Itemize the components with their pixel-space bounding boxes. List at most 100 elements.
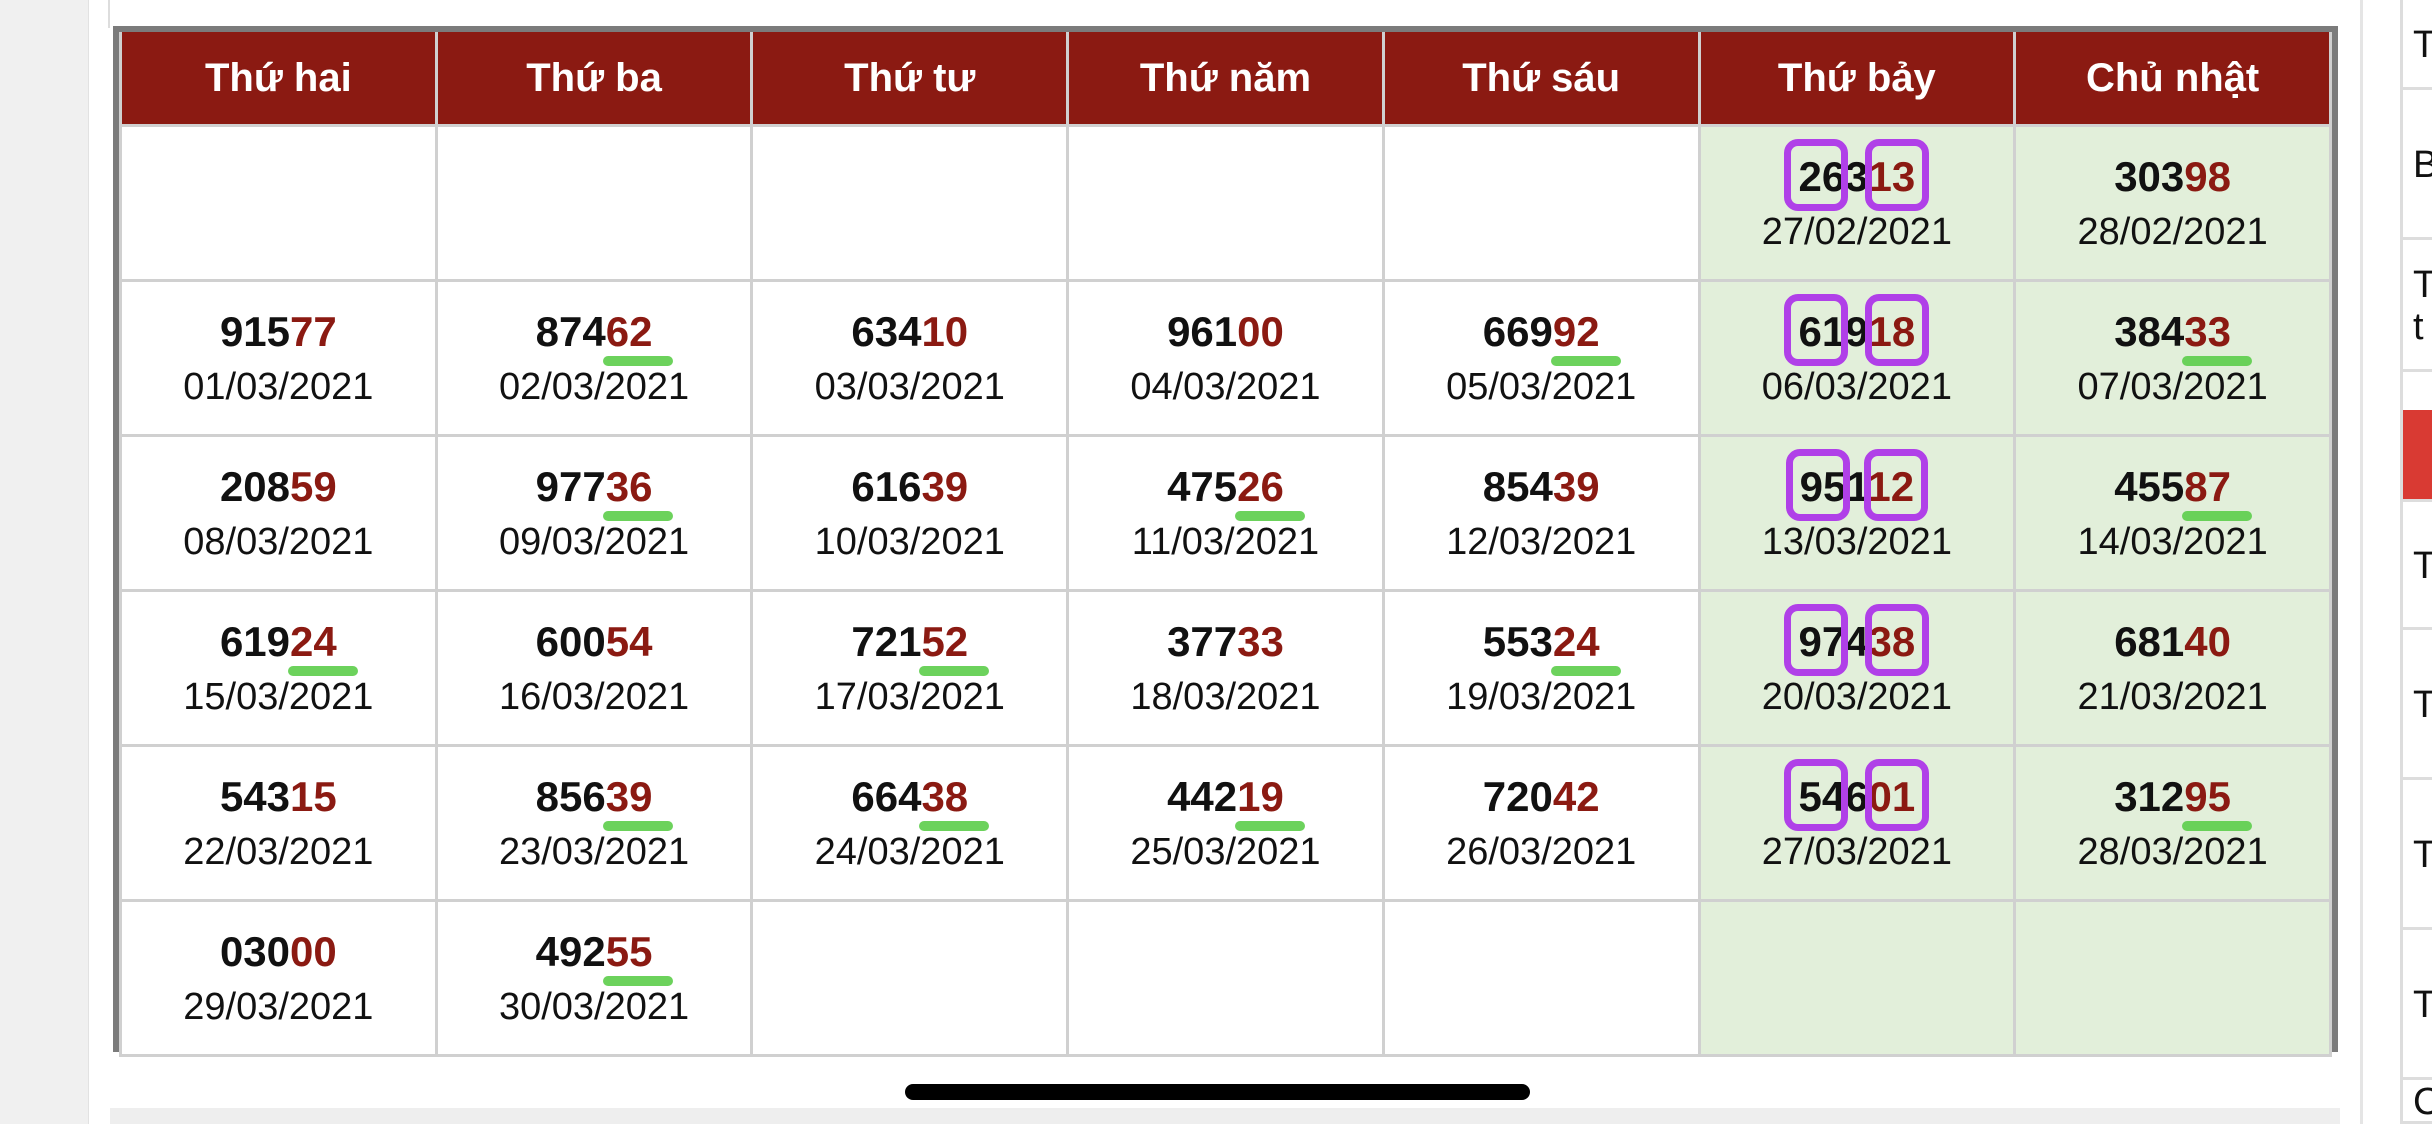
result-cell: 54601 27/03/2021	[1697, 744, 2017, 902]
scrollbar-track[interactable]	[2360, 0, 2363, 1124]
result-cell: 54315 22/03/2021	[119, 744, 438, 902]
number-head: 553	[1482, 617, 1553, 665]
result-date: 02/03/2021	[498, 365, 690, 408]
result-cell: 03000 29/03/2021	[119, 899, 438, 1057]
number-head: 634	[851, 307, 922, 355]
result-number: 47526	[1167, 462, 1305, 521]
number-head: 208	[219, 462, 291, 510]
result-cell: 91577 01/03/2021	[119, 279, 438, 437]
sidebar-item[interactable]: T	[2403, 930, 2432, 1080]
number-head: 681	[2114, 617, 2185, 665]
empty-cell	[1066, 899, 1385, 1057]
result-date: 27/02/2021	[1761, 210, 1952, 253]
number-head: 384	[2114, 307, 2185, 355]
sidebar-item[interactable]: T	[2403, 630, 2432, 780]
purple-circle-mark	[1784, 293, 1849, 366]
result-number: 66992	[1482, 307, 1621, 366]
result-number: 95112	[1785, 448, 1929, 521]
green-highlight-mark	[603, 820, 674, 831]
number-last-two-digits: 98	[2184, 152, 2231, 200]
result-date: 08/03/2021	[183, 520, 374, 563]
result-date: 09/03/2021	[498, 520, 690, 563]
result-cell: 72042 26/03/2021	[1381, 744, 1701, 902]
purple-circle-mark	[1865, 603, 1930, 676]
green-highlight-mark	[1550, 665, 1621, 676]
result-number: 30398	[2114, 153, 2231, 201]
result-cell: 85639 23/03/2021	[434, 744, 754, 902]
sidebar-item[interactable]: C	[2403, 1080, 2432, 1124]
green-highlight-mark	[287, 665, 358, 676]
number-head: 543	[219, 772, 291, 820]
week-row: 54315 22/03/2021 85639 23/03/2021 66438 24/03…	[119, 744, 2332, 902]
number-last-two-digits: 38	[921, 772, 969, 820]
number-head: 977	[535, 462, 606, 510]
result-number: 85639	[536, 773, 674, 831]
result-date: 16/03/2021	[498, 675, 690, 718]
purple-circle-mark	[1865, 293, 1930, 366]
number-head: 030	[219, 927, 291, 975]
result-number: 87462	[536, 307, 674, 366]
result-number: 44219	[1167, 773, 1305, 831]
result-number: 66438	[851, 772, 990, 831]
result-cell: 72152 17/03/2021	[750, 589, 1070, 747]
result-date: 04/03/2021	[1130, 365, 1321, 408]
result-date: 22/03/2021	[183, 830, 374, 873]
sidebar-item[interactable]: T t	[2403, 240, 2432, 372]
number-head: 455	[2114, 462, 2185, 510]
result-number: 68140	[2114, 618, 2231, 666]
result-date: 28/03/2021	[2077, 830, 2268, 873]
day-header: Thứ bảy	[1697, 32, 2017, 127]
home-indicator[interactable]	[905, 1084, 1530, 1100]
result-date: 15/03/2021	[183, 675, 374, 718]
result-cell: 61918 06/03/2021	[1697, 279, 2017, 437]
number-last-two-digits: 00	[290, 927, 337, 975]
result-number: 72152	[851, 618, 990, 676]
number-head: 475	[1167, 462, 1238, 510]
sidebar-item[interactable]: T	[2403, 780, 2432, 930]
result-date: 27/03/2021	[1761, 830, 1952, 873]
number-last-two-digits: 15	[290, 772, 337, 820]
result-date: 07/03/2021	[2077, 365, 2268, 408]
week-row: 91577 01/03/2021 87462 02/03/2021 63410 03/03…	[119, 279, 2332, 437]
sidebar-item[interactable]: B	[2403, 90, 2432, 240]
divider	[108, 0, 110, 28]
result-number: 63410	[851, 308, 968, 356]
result-date: 20/03/2021	[1761, 675, 1952, 718]
result-date: 01/03/2021	[183, 365, 374, 408]
number-head: 915	[219, 307, 291, 355]
result-number: 97736	[535, 462, 674, 521]
number-last-two-digits: 59	[290, 462, 337, 510]
number-last-two-digits: 13	[1868, 152, 1916, 200]
number-last-two-digits: 39	[921, 462, 969, 510]
green-highlight-mark	[1234, 510, 1305, 521]
number-last-two-digits: 33	[1237, 617, 1284, 665]
week-row: 03000 29/03/2021 49255 30/03/2021	[119, 899, 2332, 1057]
number-last-two-digits: 54	[605, 617, 653, 665]
sidebar-item[interactable]: T	[2403, 0, 2432, 90]
result-date: 06/03/2021	[1761, 365, 1952, 408]
number-head: 377	[1167, 617, 1238, 665]
green-highlight-mark	[2181, 820, 2253, 831]
sidebar-item[interactable]: T	[2403, 502, 2432, 630]
number-last-two-digits: 92	[1552, 307, 1600, 355]
day-header: Thứ ba	[434, 32, 754, 127]
week-row: 20859 08/03/2021 97736 09/03/2021 61639 10/03…	[119, 434, 2332, 592]
bottom-bar	[110, 1108, 2340, 1124]
result-number: 97438	[1784, 603, 1930, 676]
result-cell: 85439 12/03/2021	[1381, 434, 1701, 592]
empty-cell	[750, 124, 1070, 282]
number-last-two-digits: 62	[605, 307, 653, 355]
result-date: 23/03/2021	[498, 830, 690, 873]
result-number: 45587	[2114, 462, 2253, 521]
result-cell: 68140 21/03/2021	[2013, 589, 2332, 747]
number-head: 263	[1798, 152, 1869, 200]
number-head: 664	[851, 772, 922, 820]
number-head: 669	[1482, 307, 1553, 355]
result-number: 26313	[1784, 138, 1930, 211]
green-highlight-mark	[603, 510, 674, 521]
result-cell: 30398 28/02/2021	[2013, 124, 2332, 282]
left-margin	[0, 0, 89, 1124]
empty-cell	[434, 124, 754, 282]
result-cell: 97438 20/03/2021	[1697, 589, 2017, 747]
calendar-table: Thứ hai Thứ ba Thứ tư Thứ năm Thứ sáu Thứ bảy…	[119, 32, 2332, 1057]
